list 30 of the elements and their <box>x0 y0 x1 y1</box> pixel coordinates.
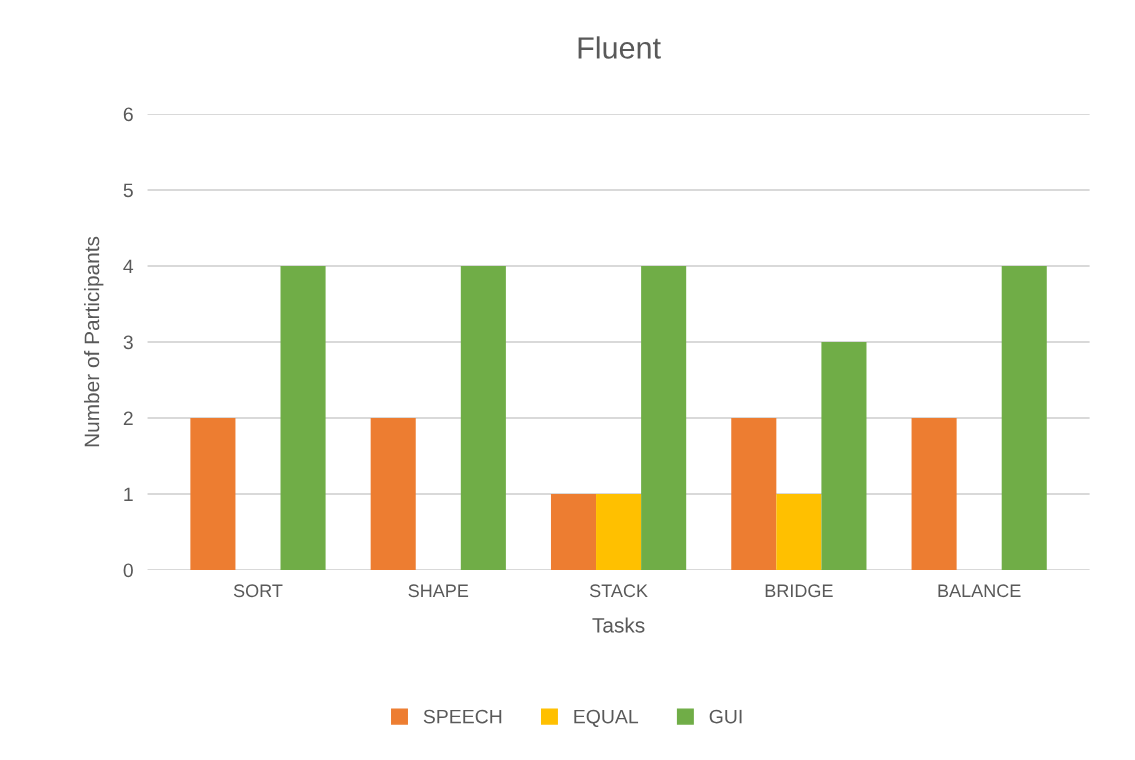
y-axis-title: Number of Participants <box>83 236 104 447</box>
bar <box>821 342 867 570</box>
bar <box>550 494 597 570</box>
y-tick-label: 3 <box>123 335 133 350</box>
bar <box>776 494 822 570</box>
bar <box>370 418 416 570</box>
legend-label: GUI <box>709 709 742 724</box>
x-tick-label: SORT <box>233 584 283 598</box>
bar <box>1001 266 1047 570</box>
x-tick-label: SHAPE <box>408 584 469 598</box>
y-tick-label: 6 <box>123 107 133 122</box>
bar <box>641 266 687 570</box>
y-tick-label: 4 <box>123 259 134 274</box>
chart-title: Fluent <box>578 36 661 59</box>
bar <box>596 494 642 570</box>
x-tick-label: BRIDGE <box>765 584 833 598</box>
legend-label: EQUAL <box>574 709 639 727</box>
y-tick-label: 5 <box>123 183 133 198</box>
bar <box>911 418 957 570</box>
bar <box>460 266 506 570</box>
x-axis-title: Tasks <box>592 617 645 633</box>
x-tick-label: BALANCE <box>938 584 1021 598</box>
bar <box>190 418 236 570</box>
bar <box>280 266 326 570</box>
y-tick-label: 1 <box>124 487 133 502</box>
x-tick-label: STACK <box>589 584 648 598</box>
y-tick-label: 2 <box>123 411 133 426</box>
bar <box>731 418 777 570</box>
y-tick-label: 0 <box>123 563 133 578</box>
legend-label: SPEECH <box>423 709 502 724</box>
